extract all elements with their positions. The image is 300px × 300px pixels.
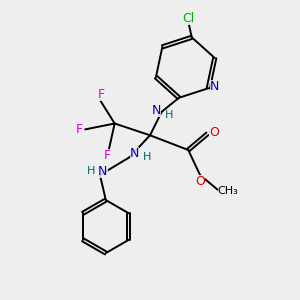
Text: CH₃: CH₃ xyxy=(218,186,238,196)
Text: H: H xyxy=(165,110,173,120)
Text: H: H xyxy=(87,167,95,176)
Text: N: N xyxy=(152,104,161,117)
Text: F: F xyxy=(98,88,105,100)
Text: N: N xyxy=(130,147,140,160)
Text: H: H xyxy=(143,152,151,162)
Text: F: F xyxy=(104,149,111,162)
Text: N: N xyxy=(98,165,108,178)
Text: Cl: Cl xyxy=(183,12,195,25)
Text: O: O xyxy=(195,175,205,188)
Text: O: O xyxy=(209,126,219,139)
Text: F: F xyxy=(76,123,83,136)
Text: N: N xyxy=(210,80,220,93)
